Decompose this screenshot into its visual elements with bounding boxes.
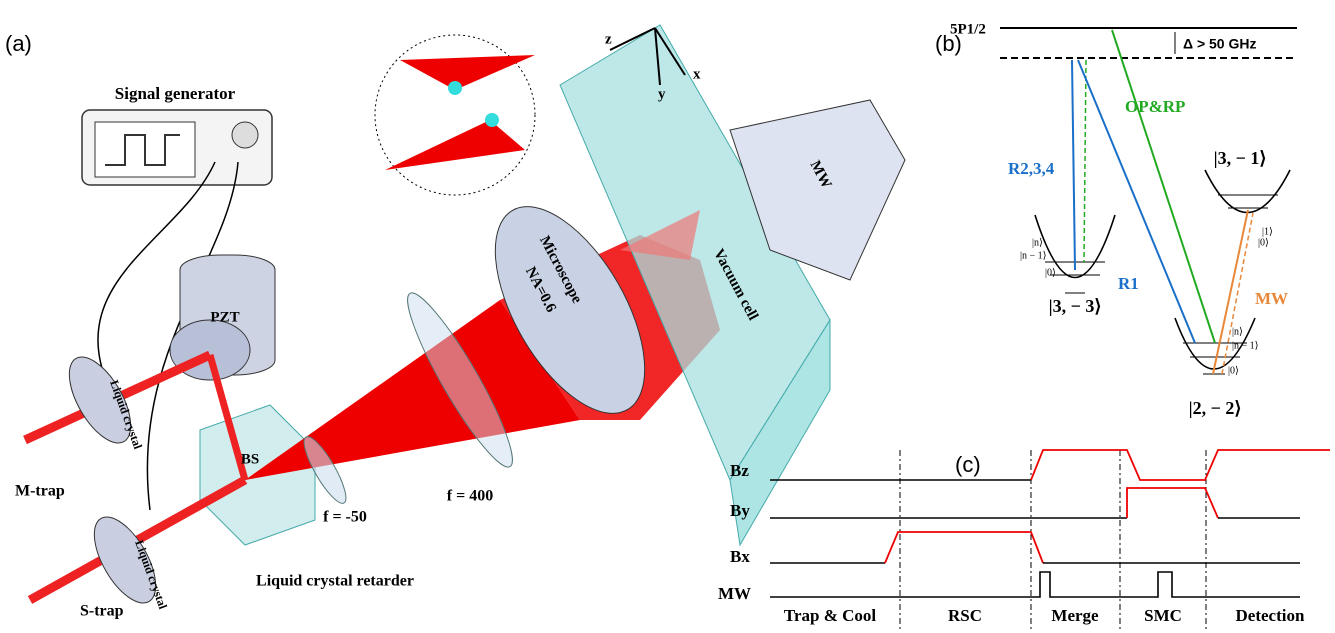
label: R2,3,4	[1008, 159, 1055, 178]
by-trace	[1127, 488, 1218, 518]
level-label: |n − 1⟩	[1020, 250, 1047, 261]
channel-label: Bz	[730, 461, 749, 480]
level-label: |0⟩	[1258, 237, 1269, 248]
label: OP&RP	[1125, 97, 1185, 116]
knob	[232, 122, 258, 148]
atom	[448, 81, 462, 95]
label: BS	[241, 451, 259, 467]
level-label: |n⟩	[1232, 326, 1243, 337]
label: Δ > 50 GHz	[1183, 36, 1256, 52]
phase-label: Merge	[1051, 606, 1099, 625]
level-label: |0⟩	[1228, 365, 1239, 376]
atom	[485, 113, 499, 127]
label: MW	[1255, 289, 1288, 308]
channel-label: MW	[718, 584, 751, 603]
decay-arrow	[1084, 60, 1086, 262]
panel-a-art	[25, 25, 905, 613]
panel-c-art	[770, 450, 1330, 630]
level-label: |n − 1⟩	[1232, 340, 1259, 351]
label: f = -50	[323, 509, 367, 526]
channel-label: Bx	[730, 547, 750, 566]
well	[1205, 170, 1290, 213]
bx-trace	[885, 532, 1043, 563]
bz-trace	[1031, 450, 1330, 480]
figure: (a) Signal generator PZT M-trap S-trap L…	[0, 0, 1335, 633]
channel-label: By	[730, 501, 750, 520]
phase-label: SMC	[1144, 606, 1182, 625]
state-label: |3, − 1⟩	[1214, 148, 1267, 168]
phase-label: Detection	[1236, 606, 1305, 625]
state-label: |2, − 2⟩	[1189, 398, 1242, 418]
axis-label: y	[658, 86, 666, 102]
label: S-trap	[80, 603, 124, 620]
op-rp-arrow	[1112, 30, 1215, 343]
axis-label: x	[693, 66, 701, 82]
mw-trace	[770, 572, 1300, 597]
panel-label: (a)	[5, 31, 32, 56]
label: Liquid crystal retarder	[256, 573, 414, 590]
level-label: |1⟩	[1262, 226, 1273, 237]
phase-label: Trap & Cool	[784, 606, 877, 625]
phase-label: RSC	[948, 606, 982, 625]
label: 5P1/2	[950, 21, 986, 37]
panel-b-art	[1000, 28, 1297, 374]
state-label: |3, − 3⟩	[1049, 296, 1102, 316]
label: Signal generator	[115, 84, 236, 103]
label: PZT	[210, 309, 239, 325]
axis-label: z	[605, 31, 612, 47]
label: M-trap	[15, 483, 65, 500]
level-label: |n⟩	[1032, 237, 1043, 248]
level-label: |0⟩	[1045, 267, 1056, 278]
label: f = 400	[447, 488, 493, 505]
panel-label: (c)	[955, 452, 981, 477]
r234-arrow	[1072, 60, 1075, 270]
label: R1	[1118, 274, 1139, 293]
